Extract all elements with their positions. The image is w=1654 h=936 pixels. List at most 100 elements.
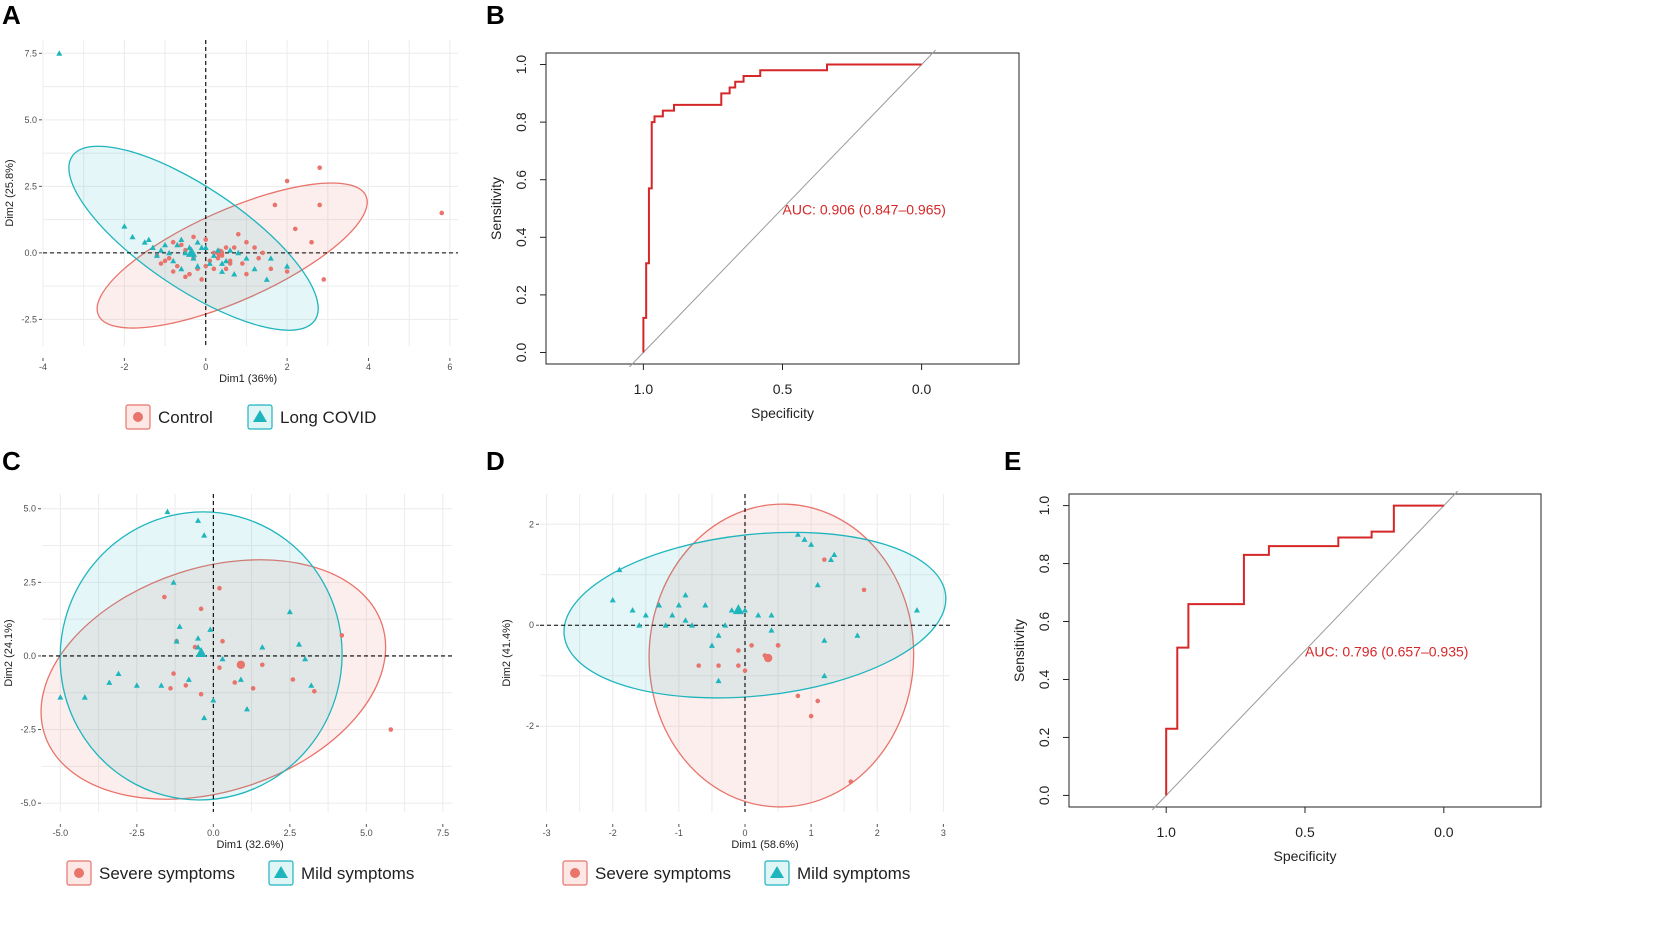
y-tick-label: 0.0 — [513, 343, 529, 363]
data-point — [682, 617, 689, 623]
x-tick-label: -4 — [39, 362, 47, 372]
data-point — [736, 648, 741, 653]
data-point — [708, 642, 715, 648]
legend-d-severe-marker — [570, 868, 580, 878]
group-centroid — [195, 647, 207, 657]
data-point — [636, 622, 643, 628]
data-point — [162, 594, 167, 600]
data-point — [822, 557, 827, 562]
x-axis-label: Specificity — [1273, 848, 1336, 864]
data-point — [259, 644, 266, 650]
data-point — [231, 245, 237, 250]
data-point — [775, 643, 781, 648]
panel-c: C -5.0 -2.5 0.0 2.5 5.0 7.5 -5.0 -2.5 0.0 2.5 5.0 Di… — [2, 446, 452, 851]
data-point — [178, 265, 185, 272]
data-point — [215, 255, 221, 261]
group-centroid — [186, 246, 198, 257]
x-tick-label: -2 — [120, 362, 128, 372]
data-point — [166, 255, 172, 261]
data-point — [170, 257, 177, 264]
x-tick-label: 2 — [285, 362, 290, 372]
data-point — [755, 612, 762, 618]
data-point — [728, 607, 735, 613]
data-point — [195, 517, 202, 523]
x-tick-label: 6 — [447, 362, 452, 372]
data-point — [223, 266, 229, 272]
data-point — [115, 670, 122, 677]
y-tick-label: 0.8 — [513, 112, 529, 132]
legend-d-mild-label: Mild symptoms — [797, 864, 910, 883]
panel-b: B 1.0 0.5 0.0 0.0 0.2 0.4 0.6 0.8 1.0 Specificity S… — [486, 0, 1020, 421]
data-point — [808, 713, 814, 719]
data-point — [162, 258, 168, 264]
x-tick-label: 0.0 — [912, 381, 932, 397]
group-centroid — [236, 660, 246, 669]
legend-c: Severe symptoms Mild symptoms — [66, 860, 414, 886]
data-point — [174, 241, 181, 248]
data-point — [195, 644, 202, 650]
data-point — [235, 249, 242, 256]
y-tick-label: 0.8 — [1036, 554, 1052, 574]
data-point — [211, 266, 217, 272]
legend-d-severe-label: Severe symptoms — [595, 864, 731, 883]
data-point — [251, 265, 258, 272]
x-axis-label: Dim1 (58.6%) — [731, 839, 798, 851]
data-point — [244, 271, 249, 277]
y-tick-label: 0.0 — [24, 248, 37, 258]
x-tick-label: 1.0 — [1156, 824, 1176, 840]
data-point — [250, 686, 256, 691]
data-point — [795, 693, 801, 699]
panel-e: E 1.0 0.5 0.0 0.0 0.2 0.4 0.6 0.8 1.0 Specificity S… — [1004, 446, 1542, 864]
data-point — [219, 260, 226, 266]
x-tick-label: 0.0 — [207, 828, 220, 838]
data-point — [157, 247, 164, 253]
data-point — [312, 688, 317, 694]
data-point — [302, 655, 309, 662]
y-tick-label: 2 — [529, 519, 534, 529]
x-tick-label: -2 — [609, 828, 617, 838]
data-point — [121, 223, 128, 229]
data-point — [272, 202, 278, 208]
data-point — [642, 612, 649, 618]
confidence-ellipse-mild-symptoms — [563, 531, 947, 699]
data-point — [232, 680, 238, 685]
y-tick-label: -2 — [526, 721, 534, 731]
auc-annotation: AUC: 0.906 (0.847–0.965) — [783, 201, 946, 217]
y-tick-label: 0.4 — [513, 227, 529, 247]
data-point — [244, 705, 250, 712]
data-point — [609, 597, 616, 603]
x-tick-label: -1 — [675, 828, 683, 838]
data-point — [235, 231, 241, 237]
data-point — [682, 591, 689, 598]
x-tick-label: 0 — [742, 828, 747, 838]
data-point — [656, 602, 663, 608]
data-point — [166, 249, 173, 256]
legend-d-mild-marker — [770, 866, 784, 878]
x-tick-label: -2.5 — [129, 828, 145, 838]
data-point — [158, 682, 165, 688]
data-point — [223, 257, 230, 264]
data-point — [187, 271, 192, 277]
data-point — [210, 697, 217, 703]
x-tick-label: 0 — [203, 362, 208, 372]
data-point — [201, 532, 208, 538]
y-axis-label: Sensitivity — [488, 177, 504, 240]
data-point — [267, 255, 274, 261]
x-tick-label: 2 — [875, 828, 880, 838]
legend-long-covid-marker — [253, 410, 267, 422]
data-point — [153, 252, 160, 258]
data-point — [696, 663, 702, 668]
confidence-ellipse-control — [96, 182, 368, 329]
data-point — [768, 612, 775, 618]
data-point — [256, 255, 261, 261]
data-point — [722, 622, 729, 628]
data-point — [801, 536, 808, 542]
data-point — [168, 686, 173, 691]
legend-control-marker — [133, 412, 143, 422]
x-tick-label: 4 — [366, 362, 371, 372]
data-point — [149, 244, 156, 250]
group-centroid — [732, 604, 744, 615]
y-tick-label: 0.2 — [1036, 728, 1052, 748]
data-point — [231, 271, 238, 277]
y-tick-label: 0.6 — [513, 170, 529, 190]
